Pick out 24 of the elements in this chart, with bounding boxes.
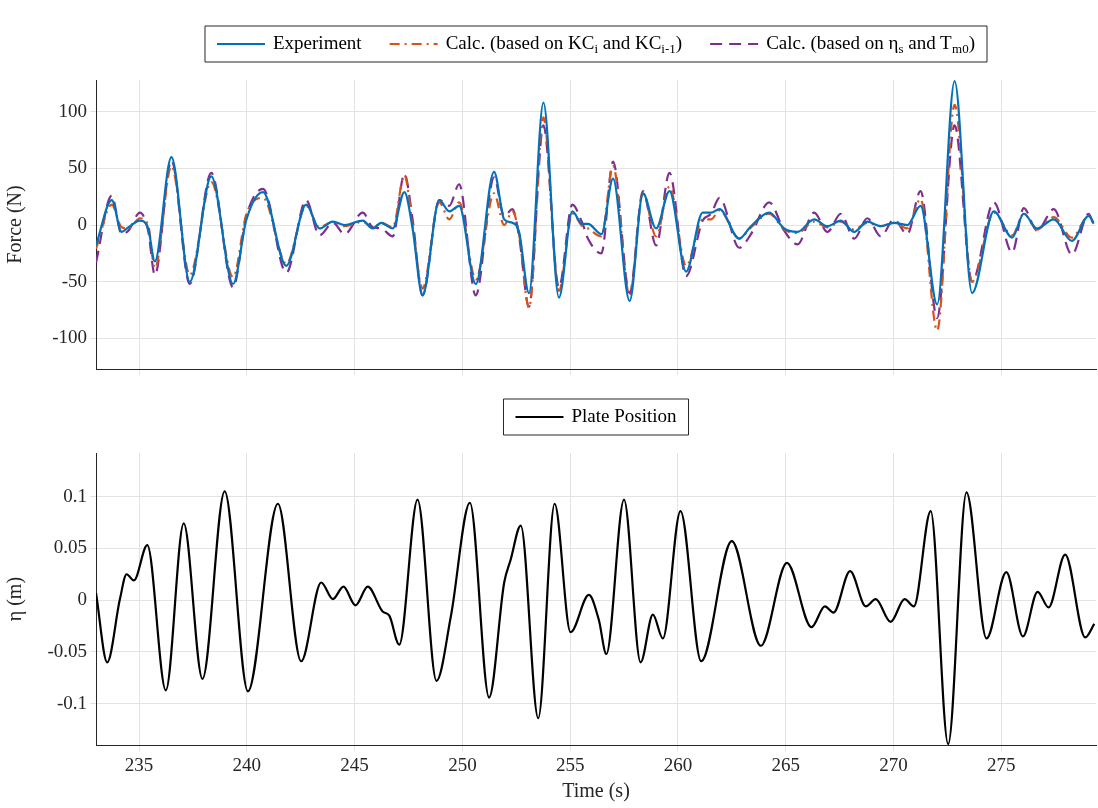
y-tick-label: 0.1 bbox=[63, 484, 87, 506]
y-tick-label: -50 bbox=[61, 269, 87, 291]
x-tick-label: 270 bbox=[879, 753, 908, 775]
x-tick-label: 255 bbox=[555, 753, 585, 775]
legend-label: Experiment bbox=[272, 31, 363, 53]
x-tick-label: 245 bbox=[340, 753, 369, 775]
y-axis-title: η (m) bbox=[3, 576, 27, 622]
x-tick-label: 265 bbox=[771, 753, 800, 775]
x-axis-title: Time (s) bbox=[562, 779, 630, 803]
legend-label: Plate Position bbox=[571, 404, 678, 426]
y-tick-label: 0.05 bbox=[53, 536, 87, 558]
y-tick-label: 50 bbox=[68, 156, 87, 178]
x-tick-label: 235 bbox=[124, 753, 154, 775]
y-tick-label: -0.05 bbox=[47, 639, 87, 661]
y-tick-label: 0 bbox=[77, 588, 87, 610]
y-tick-label: -0.1 bbox=[56, 691, 87, 713]
x-tick-label: 250 bbox=[448, 753, 477, 775]
x-tick-label: 275 bbox=[986, 753, 1016, 775]
y-tick-label: 100 bbox=[58, 99, 87, 121]
y-axis-title: Force (N) bbox=[3, 185, 27, 264]
y-tick-label: 0 bbox=[77, 213, 87, 235]
y-tick-label: -100 bbox=[52, 326, 87, 348]
x-tick-label: 240 bbox=[232, 753, 262, 775]
x-tick-label: 260 bbox=[663, 753, 693, 775]
